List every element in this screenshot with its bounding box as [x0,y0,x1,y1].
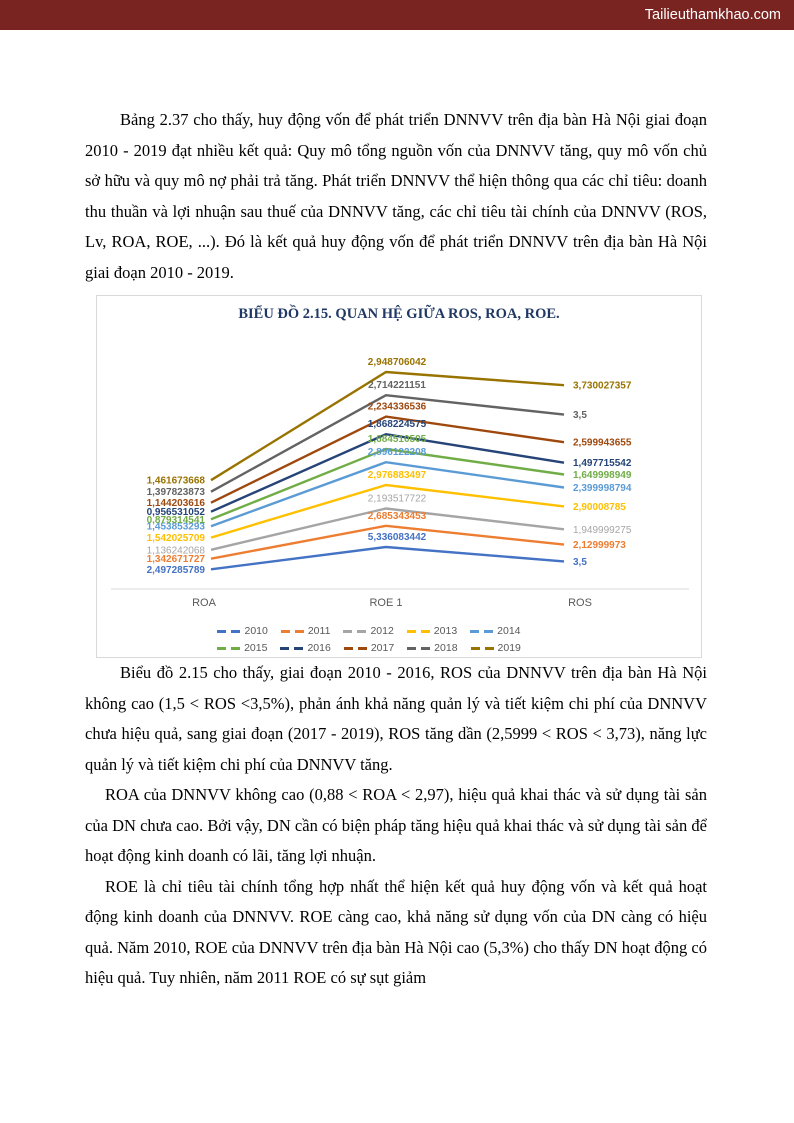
paragraph-intro: Bảng 2.37 cho thấy, huy động vốn để phát… [85,110,707,282]
legend-dash-marker [407,646,431,650]
legend-label: 2019 [497,642,521,654]
analysis-text-block: Biểu đồ 2.15 cho thấy, giai đoạn 2010 - … [85,658,707,994]
category-label-roa: ROA [192,597,217,609]
series-line-2012 [210,507,565,551]
intro-text-block: Bảng 2.37 cho thấy, huy động vốn để phát… [85,105,707,288]
series-line-2014 [210,460,565,528]
paragraph-roa-analysis: ROA của DNNVV không cao (0,88 < ROA < 2,… [85,785,707,865]
data-label-2017-roe: 2,234336536 [368,402,427,413]
legend-item-2016: 2016 [280,642,331,654]
legend-dash-marker [470,629,494,633]
legend-item-2015: 2015 [217,642,267,654]
legend-dash-marker [280,646,304,650]
legend-dash-marker [217,629,241,633]
chart-legend: 2010 2011 2012 2013 2014 2015 2016 2017 2018 201… [67,625,671,654]
legend-label: 2016 [307,642,331,654]
legend-item-2010: 2010 [217,625,268,637]
legend-dash-marker [280,629,304,633]
legend-label: 2013 [433,625,458,637]
legend-label: 2018 [434,642,458,654]
legend-label: 2015 [244,642,268,654]
site-header-bar: Tailieuthamkhao.com [0,0,794,30]
series-line-2018 [210,393,565,493]
series-line-2015 [210,447,565,521]
paragraph-ros-analysis: Biểu đồ 2.15 cho thấy, giai đoạn 2010 - … [85,663,707,774]
chart-canvas: 2,497285789 5,336083442 3,5 1,342671727 2,68… [111,357,689,609]
legend-dash-marker [343,629,367,633]
legend-item-2017: 2017 [343,642,395,654]
series-line-2016 [210,432,565,513]
series-line-2017 [210,415,565,504]
data-label-2011-ros: 2,12999973 [573,540,626,551]
legend-label: 2017 [370,642,395,654]
chart-container: 2,497285789 5,336083442 3,5 1,342671727 2,68… [96,295,702,658]
legend-row-1: 2010 2011 2012 2013 2014 [217,625,521,637]
legend-dash-marker [470,646,494,650]
legend-item-2012: 2012 [343,625,394,637]
data-label-2019-roa: 1,461673668 [147,476,206,487]
data-label-2015-roa: 0,879314541 [147,515,206,526]
category-label-ros: ROS [568,597,592,609]
data-label-2014-roe: 2,896122208 [368,447,427,458]
data-label-2016-ros: 1,497715542 [573,458,632,469]
data-label-2011-roe: 2,685343453 [368,511,427,522]
data-label-2018-roa: 1,397823873 [147,487,206,498]
legend-row-2: 2015 2016 2017 2018 2019 [217,642,521,654]
data-label-2017-roa: 1,144203616 [147,498,206,509]
category-label-roe-1: ROE 1 [369,597,402,609]
legend-label: 2011 [307,625,331,637]
legend-label: 2014 [497,625,521,637]
series-line-2019 [210,370,565,482]
data-label-2013-roe: 2,976883497 [368,470,427,481]
data-label-2014-ros: 2,399998794 [573,483,632,494]
legend-item-2014: 2014 [470,625,521,637]
data-label-2017-ros: 2,599943655 [573,438,632,449]
data-label-2010-ros: 3,5 [573,557,587,568]
legend-item-2011: 2011 [280,625,331,637]
data-label-2011-roa: 1,342671727 [147,554,206,565]
site-label[interactable]: Tailieuthamkhao.com [644,7,781,23]
data-label-2010-roa: 2,497285789 [147,565,206,576]
chart-title: BIỂU ĐỒ 2.15. QUAN HỆ GIỮA ROS, ROA, ROE… [238,306,560,322]
legend-item-2013: 2013 [406,625,458,637]
data-label-2019-ros: 3,730027357 [573,381,632,392]
data-label-2012-roa: 1,136242068 [147,545,206,556]
legend-dash-marker [217,646,241,650]
paragraph-roe-analysis: ROE là chỉ tiêu tài chính tổng hợp nhất … [85,876,707,988]
data-label-2014-roa: 1,453853293 [147,522,206,533]
data-label-2016-roa: 0,956531052 [147,507,206,518]
data-label-2015-roe: 1,684510505 [368,434,427,445]
data-label-2010-roe: 5,336083442 [368,532,427,543]
data-label-2012-roe: 2,193517722 [368,494,427,505]
data-label-2015-ros: 1,649998949 [573,470,632,481]
series-line-2013 [210,483,565,539]
data-label-2019-roe: 2,948706042 [368,357,427,368]
legend-item-2018: 2018 [407,642,458,654]
data-label-2018-roe: 2,714221151 [368,380,426,391]
series-line-2010 [210,545,565,571]
legend-label: 2012 [370,625,394,637]
legend-dash-marker [343,646,367,650]
legend-dash-marker [406,629,430,633]
data-label-2013-ros: 2,90008785 [573,502,626,513]
legend-item-2019: 2019 [470,642,521,654]
data-label-2013-roa: 1,542025709 [147,533,206,544]
data-label-2018-ros: 3,5 [573,410,587,421]
series-line-2011 [210,524,565,560]
data-label-2016-roe: 1,868224575 [368,419,427,430]
data-label-2012-ros: 1,949999275 [573,525,632,536]
legend-label: 2010 [244,625,268,637]
